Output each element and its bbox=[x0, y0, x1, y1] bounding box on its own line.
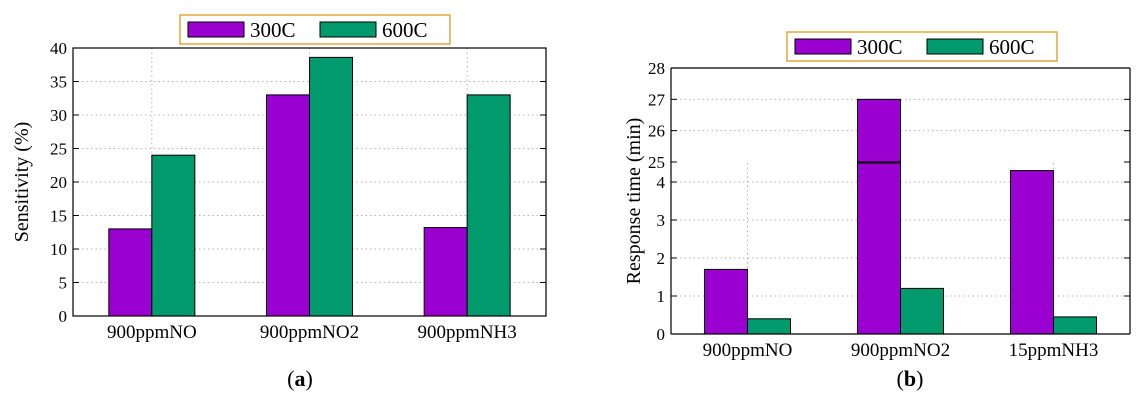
tick-label-y-upper: 26 bbox=[648, 122, 665, 141]
y-axis-label: Response time (min) bbox=[623, 118, 645, 285]
tick-label-y: 5 bbox=[59, 274, 68, 293]
chart-a: 0 5 10 15 20 25 30 35 40 900ppmNO 900ppmNO2 900ppmN… bbox=[11, 14, 547, 391]
bar-300C-2 bbox=[423, 227, 468, 317]
legend-label-0: 300C bbox=[857, 35, 903, 59]
tick-label-y-upper: 28 bbox=[648, 59, 665, 78]
plot-frame bbox=[72, 47, 547, 317]
bar-300C-1 bbox=[266, 94, 310, 317]
bar-600C-0 bbox=[151, 154, 196, 317]
tick-label-y: 0 bbox=[59, 307, 68, 326]
tick-label-y-upper: 25 bbox=[648, 153, 665, 172]
chart-b: 25 26 27 28 0 1 2 3 4 900ppmNO 900ppmNO2 15ppmNH3 Re… bbox=[623, 31, 1131, 391]
legend-label-0: 300C bbox=[250, 18, 296, 42]
legend-swatch-0 bbox=[794, 38, 852, 55]
tick-label-x: 900ppmNO2 bbox=[851, 340, 950, 361]
caption-open: ( bbox=[897, 366, 904, 391]
bar-300C-0 bbox=[108, 228, 153, 317]
bar-600C-1 bbox=[900, 287, 944, 335]
tick-label-y-upper: 27 bbox=[648, 90, 666, 109]
panel-caption: (a) bbox=[287, 366, 313, 391]
y-axis-label: Sensitivity (%) bbox=[11, 122, 33, 243]
tick-label-y: 25 bbox=[50, 140, 67, 159]
tick-label-y: 30 bbox=[50, 106, 67, 125]
legend-swatch-0 bbox=[187, 21, 245, 38]
legend-label-1: 600C bbox=[989, 35, 1035, 59]
tick-label-y: 40 bbox=[50, 39, 67, 58]
caption-close: ) bbox=[306, 366, 313, 391]
tick-label-y-lower: 4 bbox=[657, 173, 666, 192]
tick-label-y: 20 bbox=[50, 173, 67, 192]
tick-label-y: 10 bbox=[50, 240, 67, 259]
caption-letter: a bbox=[295, 366, 306, 391]
bar-600C-2 bbox=[1053, 316, 1097, 335]
tick-label-y: 15 bbox=[50, 207, 67, 226]
tick-label-x: 900ppmNO2 bbox=[260, 322, 359, 343]
caption-open: ( bbox=[287, 366, 294, 391]
legend-swatch-1 bbox=[926, 38, 984, 55]
tick-label-y-lower: 2 bbox=[657, 249, 666, 268]
bar-600C-2 bbox=[466, 94, 511, 317]
tick-label-y-lower: 3 bbox=[657, 211, 666, 230]
tick-label-x: 900ppmNO bbox=[107, 322, 197, 343]
tick-label-x: 900ppmNO bbox=[703, 340, 793, 361]
bar-300C-1-lower bbox=[857, 162, 901, 335]
caption-close: ) bbox=[916, 366, 923, 391]
caption-letter: b bbox=[904, 366, 916, 391]
tick-label-x: 15ppmNH3 bbox=[1009, 340, 1099, 361]
legend-swatch-1 bbox=[319, 21, 377, 38]
bar-600C-0 bbox=[747, 318, 791, 335]
tick-label-y-lower: 0 bbox=[657, 325, 666, 344]
tick-label-x: 900ppmNH3 bbox=[418, 322, 517, 343]
bar-300C-2 bbox=[1010, 170, 1054, 335]
legend-label-1: 600C bbox=[382, 18, 428, 42]
bar-300C-0 bbox=[704, 268, 748, 335]
tick-label-y-lower: 1 bbox=[657, 287, 666, 306]
bar-300C-1-upper bbox=[857, 98, 901, 163]
bar-600C-1 bbox=[309, 56, 353, 317]
tick-label-y: 35 bbox=[50, 73, 67, 92]
panel-caption: (b) bbox=[897, 366, 924, 391]
